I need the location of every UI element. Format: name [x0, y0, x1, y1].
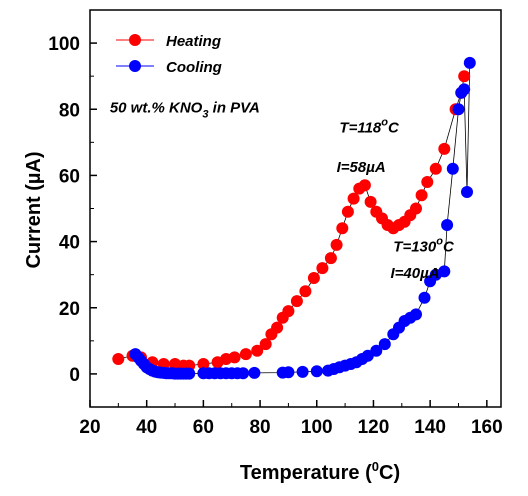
data-point-cooling — [452, 103, 465, 116]
data-point-heating — [324, 252, 337, 265]
data-point-heating — [458, 70, 471, 83]
x-tick-label: 160 — [471, 417, 503, 438]
data-point-heating — [251, 344, 264, 357]
data-point-heating — [347, 192, 360, 205]
data-point-heating — [290, 295, 303, 308]
data-point-cooling — [458, 83, 471, 96]
x-tick-label: 80 — [249, 417, 270, 438]
data-point-cooling — [282, 366, 295, 379]
legend-heating-label: Heating — [166, 33, 221, 50]
data-point-heating — [271, 321, 284, 334]
data-point-heating — [410, 202, 422, 215]
y-tick-label: 0 — [69, 365, 80, 386]
data-point-cooling — [438, 265, 451, 278]
data-point-heating — [438, 142, 451, 155]
data-point-cooling — [310, 365, 323, 378]
x-tick-label: 140 — [414, 417, 446, 438]
data-point-heating — [316, 262, 329, 275]
legend-cooling-marker — [129, 60, 141, 72]
data-point-cooling — [410, 308, 422, 321]
annotation: T=118oC — [339, 116, 400, 136]
x-tick-label: 20 — [79, 417, 100, 438]
data-point-heating — [197, 358, 210, 370]
data-point-heating — [330, 238, 343, 251]
annotation: T=130oC — [393, 236, 455, 256]
data-point-heating — [307, 272, 320, 284]
data-markers — [112, 56, 476, 380]
data-point-cooling — [446, 162, 459, 175]
x-tick-label: 40 — [136, 417, 157, 438]
data-point-cooling — [461, 186, 473, 198]
data-point-cooling — [183, 367, 196, 380]
annotation: 50 wt.% KNO3 in PVA — [110, 100, 260, 121]
x-tick-label: 120 — [358, 417, 390, 438]
y-tick-label: 60 — [59, 166, 80, 187]
data-point-cooling — [441, 219, 454, 231]
legend-heating-marker — [129, 34, 141, 46]
legend-cooling-label: Cooling — [166, 59, 222, 76]
data-point-cooling — [418, 291, 431, 304]
y-tick-label: 40 — [59, 233, 80, 254]
x-tick-label: 60 — [193, 417, 214, 438]
data-point-heating — [429, 162, 442, 175]
data-point-heating — [282, 305, 295, 318]
annotation: I=40µA — [390, 265, 439, 282]
plot-frame — [89, 9, 502, 408]
data-point-heating — [336, 222, 349, 235]
data-point-heating — [228, 351, 241, 364]
annotation: I=58µA — [337, 159, 386, 176]
data-point-heating — [299, 285, 312, 298]
y-axis-title: Current (µA) — [23, 151, 45, 268]
axis-ticks: 20 40 60 80 100 120 140 160 0 20 40 60 80 100 — [48, 9, 503, 438]
y-tick-label: 100 — [48, 34, 80, 55]
data-point-heating — [364, 195, 377, 208]
data-point-heating — [112, 353, 125, 365]
x-axis-title-tail: C) — [379, 462, 400, 484]
x-axis-title-main: Temperature ( — [240, 462, 372, 484]
data-point-cooling — [370, 344, 383, 357]
y-tick-label: 20 — [59, 299, 80, 320]
data-point-cooling — [296, 365, 309, 378]
x-tick-label: 100 — [301, 417, 333, 438]
legend: Heating Cooling — [116, 33, 222, 76]
annotations: 50 wt.% KNO3 in PVA T=118oC I=58µA T=130oC I… — [110, 100, 455, 282]
x-axis-title: Temperature (0C) — [240, 459, 400, 484]
data-point-heating — [259, 338, 272, 351]
data-point-cooling — [248, 366, 261, 379]
data-point-heating — [341, 205, 354, 218]
data-point-cooling — [237, 367, 250, 380]
data-point-heating — [421, 176, 434, 188]
x-axis-title-sup: 0 — [372, 459, 379, 474]
data-point-heating — [358, 179, 371, 192]
data-point-cooling — [378, 338, 391, 351]
data-point-heating — [239, 348, 252, 361]
data-point-cooling — [463, 56, 476, 69]
y-tick-label: 80 — [59, 100, 80, 121]
data-point-heating — [415, 189, 428, 202]
